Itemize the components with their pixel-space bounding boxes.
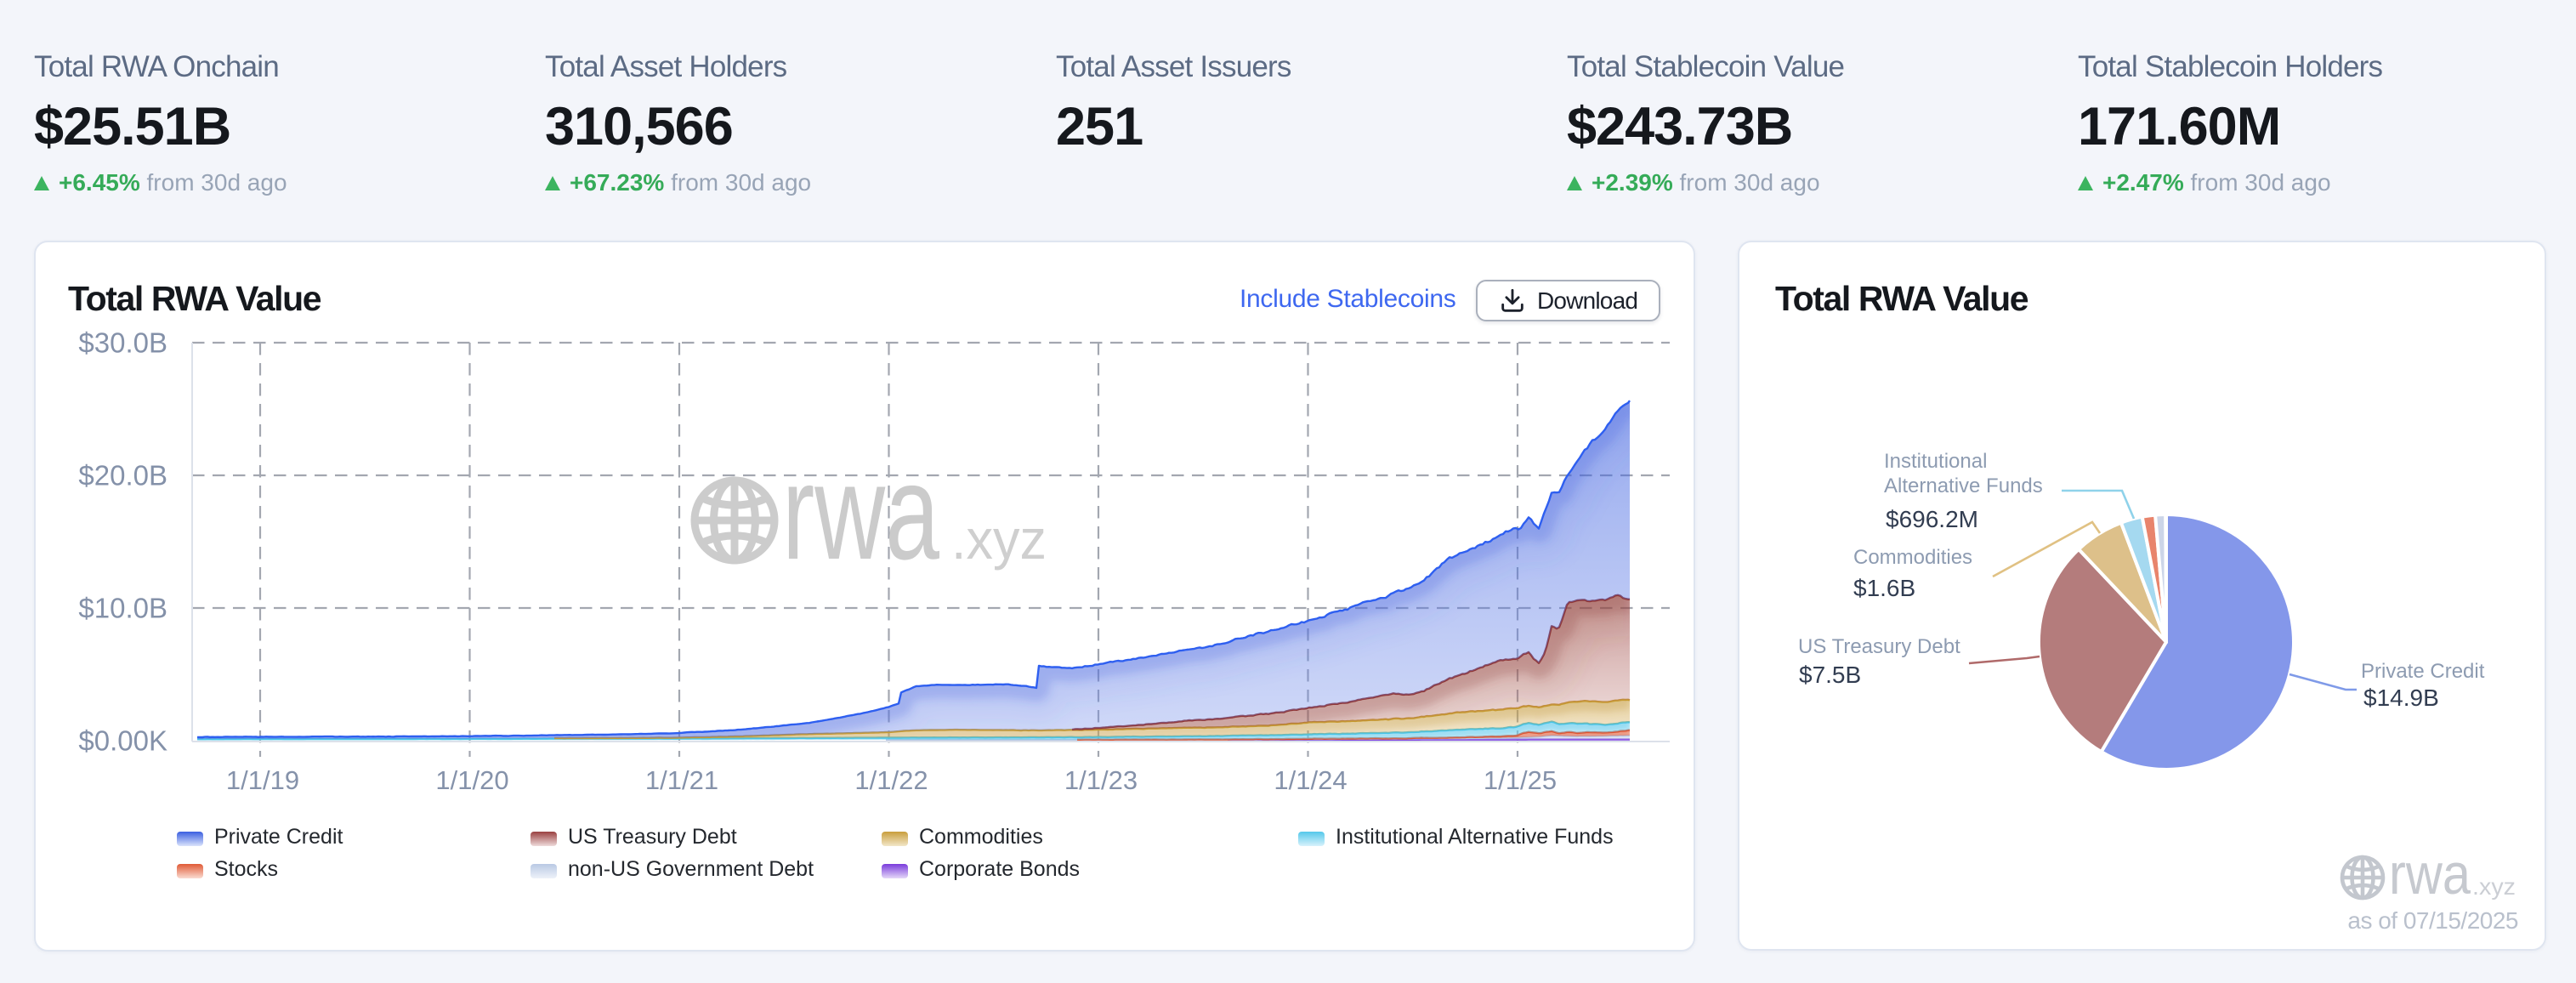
svg-text:.xyz: .xyz: [2472, 873, 2516, 900]
svg-text:.xyz: .xyz: [951, 508, 1047, 571]
svg-text:1/1/23: 1/1/23: [1064, 765, 1138, 795]
svg-text:1/1/24: 1/1/24: [1274, 765, 1347, 795]
svg-text:1/1/22: 1/1/22: [854, 765, 928, 795]
svg-text:$20.0B: $20.0B: [78, 460, 167, 492]
svg-text:as of 07/15/2025: as of 07/15/2025: [2347, 907, 2518, 934]
svg-text:1/1/21: 1/1/21: [645, 765, 718, 795]
svg-text:1/1/25: 1/1/25: [1484, 765, 1557, 795]
svg-text:1/1/20: 1/1/20: [435, 765, 508, 795]
svg-text:1/1/19: 1/1/19: [226, 765, 299, 795]
svg-text:$10.0B: $10.0B: [78, 593, 167, 624]
svg-text:rwa: rwa: [782, 435, 939, 588]
svg-text:$0.00K: $0.00K: [78, 725, 167, 757]
svg-text:$30.0B: $30.0B: [78, 327, 167, 359]
svg-text:rwa: rwa: [2389, 842, 2471, 906]
